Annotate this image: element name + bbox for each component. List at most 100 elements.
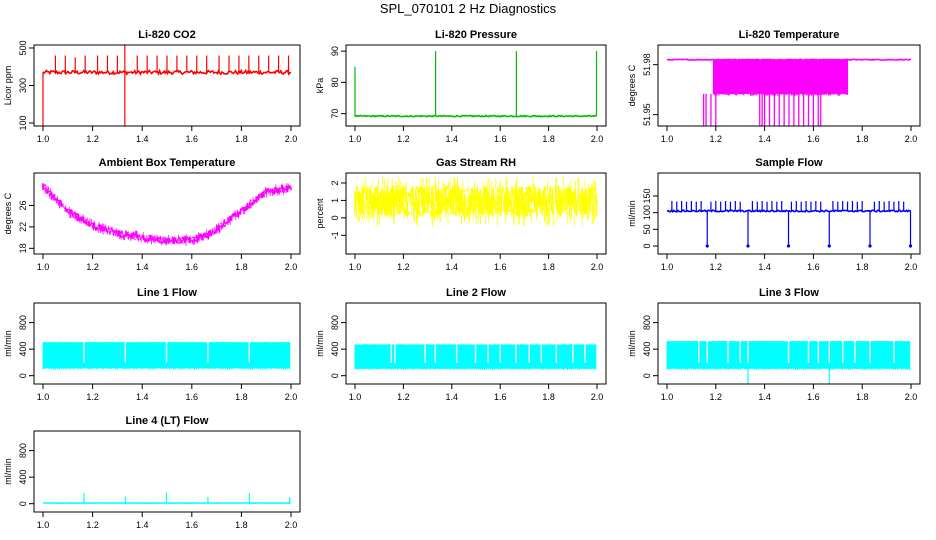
y-tick-label: 0 — [330, 373, 340, 378]
y-axis-label: ml/min — [627, 330, 637, 357]
x-tick-label: 1.8 — [856, 262, 869, 272]
data-point — [746, 244, 750, 248]
y-tick-label: 51.98 — [642, 53, 652, 76]
y-tick-label: 400 — [18, 342, 28, 357]
x-tick-label: 1.4 — [446, 392, 459, 402]
y-tick-label: 1 — [330, 198, 340, 203]
x-tick-label: 1.6 — [494, 392, 507, 402]
plot-frame — [345, 302, 607, 385]
y-tick-label: 100 — [18, 115, 28, 130]
y-tick-label: 0 — [642, 243, 652, 248]
panel-title: Sample Flow — [755, 157, 823, 169]
x-tick-label: 1.8 — [235, 520, 248, 530]
x-tick-label: 2.0 — [285, 262, 298, 272]
x-tick-label: 2.0 — [285, 520, 298, 530]
x-tick-label: 1.4 — [446, 262, 459, 272]
panel-title: Line 1 Flow — [137, 287, 197, 299]
x-tick-label: 1.6 — [186, 134, 199, 144]
x-tick-label: 1.2 — [710, 392, 723, 402]
y-tick-label: 800 — [18, 443, 28, 458]
y-axis-label: degrees C — [3, 192, 13, 234]
x-tick-label: 1.2 — [397, 392, 410, 402]
x-tick-label: 1.0 — [661, 262, 674, 272]
x-tick-label: 1.4 — [136, 520, 149, 530]
panel-0: Li-820 CO2 Licor ppm 1.0 1.2 1.4 1.6 1.8 2.0 100… — [3, 29, 301, 144]
y-tick-label: 800 — [330, 315, 340, 330]
plot-frame — [657, 44, 921, 127]
data-series-line — [354, 114, 598, 118]
x-tick-label: 1.2 — [710, 262, 723, 272]
panel-8: Line 3 Flow ml/min 1.0 1.2 1.4 1.6 1.8 2.0 0 400 8… — [627, 287, 921, 402]
panel-title: Li-820 CO2 — [138, 29, 195, 41]
panel-title: Gas Stream RH — [436, 157, 516, 169]
data-area — [354, 342, 597, 371]
x-tick-label: 1.4 — [758, 392, 771, 402]
x-tick-label: 1.8 — [235, 262, 248, 272]
y-tick-label: 400 — [330, 342, 340, 357]
y-tick-label: 26 — [18, 200, 28, 210]
x-tick-label: 1.4 — [758, 134, 771, 144]
x-tick-label: 1.2 — [710, 134, 723, 144]
panel-6: Line 1 Flow ml/min 1.0 1.2 1.4 1.6 1.8 2.0 0 400 8… — [3, 287, 301, 402]
y-axis-label: degrees C — [627, 64, 637, 106]
panel-title: Li-820 Pressure — [435, 29, 517, 41]
y-tick-label: 70 — [330, 109, 340, 119]
x-tick-label: 1.8 — [235, 392, 248, 402]
x-tick-label: 1.0 — [37, 520, 50, 530]
panel-4: Gas Stream RH percent 1.0 1.2 1.4 1.6 1.8 2.0 -1… — [315, 157, 607, 272]
x-tick-label: 1.8 — [542, 392, 555, 402]
y-tick-label: 400 — [642, 342, 652, 357]
data-point — [786, 244, 791, 248]
x-tick-label: 1.4 — [136, 262, 149, 272]
y-tick-label: 150 — [642, 188, 652, 203]
plot-frame — [33, 302, 301, 385]
panel-3: Ambient Box Temperature degrees C 1.0 1.2 1.… — [3, 157, 301, 272]
data-area — [42, 340, 291, 370]
plot-frame — [33, 430, 301, 513]
y-tick-label: 100 — [642, 205, 652, 220]
x-tick-label: 1.6 — [186, 520, 199, 530]
x-tick-label: 1.6 — [807, 262, 820, 272]
x-tick-label: 1.8 — [856, 134, 869, 144]
plot-frame — [345, 172, 607, 255]
panel-7: Line 2 Flow ml/min 1.0 1.2 1.4 1.6 1.8 2.0 0 400 8… — [315, 287, 607, 402]
x-tick-label: 1.0 — [37, 262, 50, 272]
data-area — [666, 201, 913, 248]
data-area — [43, 492, 292, 504]
y-tick-label: 400 — [18, 470, 28, 485]
y-tick-label: 90 — [330, 46, 340, 56]
y-tick-label: 500 — [18, 40, 28, 55]
x-tick-label: 1.0 — [349, 134, 362, 144]
panel-1: Li-820 Pressure kPa 1.0 1.2 1.4 1.6 1.8 2.0 70 80… — [315, 29, 607, 144]
panel-title: Line 4 (LT) Flow — [126, 415, 209, 427]
x-tick-label: 1.8 — [542, 262, 555, 272]
y-tick-label: 80 — [330, 77, 340, 87]
x-tick-label: 1.0 — [349, 262, 362, 272]
y-tick-label: 51.95 — [642, 103, 652, 126]
y-tick-label: 0 — [18, 373, 28, 378]
data-point — [868, 244, 872, 248]
x-tick-label: 1.6 — [494, 262, 507, 272]
x-tick-label: 2.0 — [905, 392, 918, 402]
x-tick-label: 1.2 — [86, 262, 99, 272]
panel-title: Ambient Box Temperature — [99, 157, 236, 169]
x-tick-label: 1.4 — [446, 134, 459, 144]
x-tick-label: 1.8 — [235, 134, 248, 144]
x-tick-label: 2.0 — [591, 134, 604, 144]
x-tick-label: 1.0 — [349, 392, 362, 402]
x-tick-label: 1.0 — [37, 134, 50, 144]
x-tick-label: 2.0 — [905, 262, 918, 272]
data-point — [705, 244, 709, 248]
data-area — [42, 182, 292, 246]
data-point — [908, 244, 913, 248]
x-tick-label: 1.6 — [186, 262, 199, 272]
x-tick-label: 1.0 — [661, 392, 674, 402]
data-area — [354, 176, 598, 227]
x-tick-label: 1.2 — [397, 134, 410, 144]
y-axis-label: ml/min — [3, 330, 13, 357]
x-tick-label: 1.2 — [397, 262, 410, 272]
y-axis-label: ml/min — [3, 458, 13, 485]
data-area — [666, 58, 912, 126]
y-tick-label: 50 — [642, 224, 652, 234]
data-area — [666, 339, 911, 384]
